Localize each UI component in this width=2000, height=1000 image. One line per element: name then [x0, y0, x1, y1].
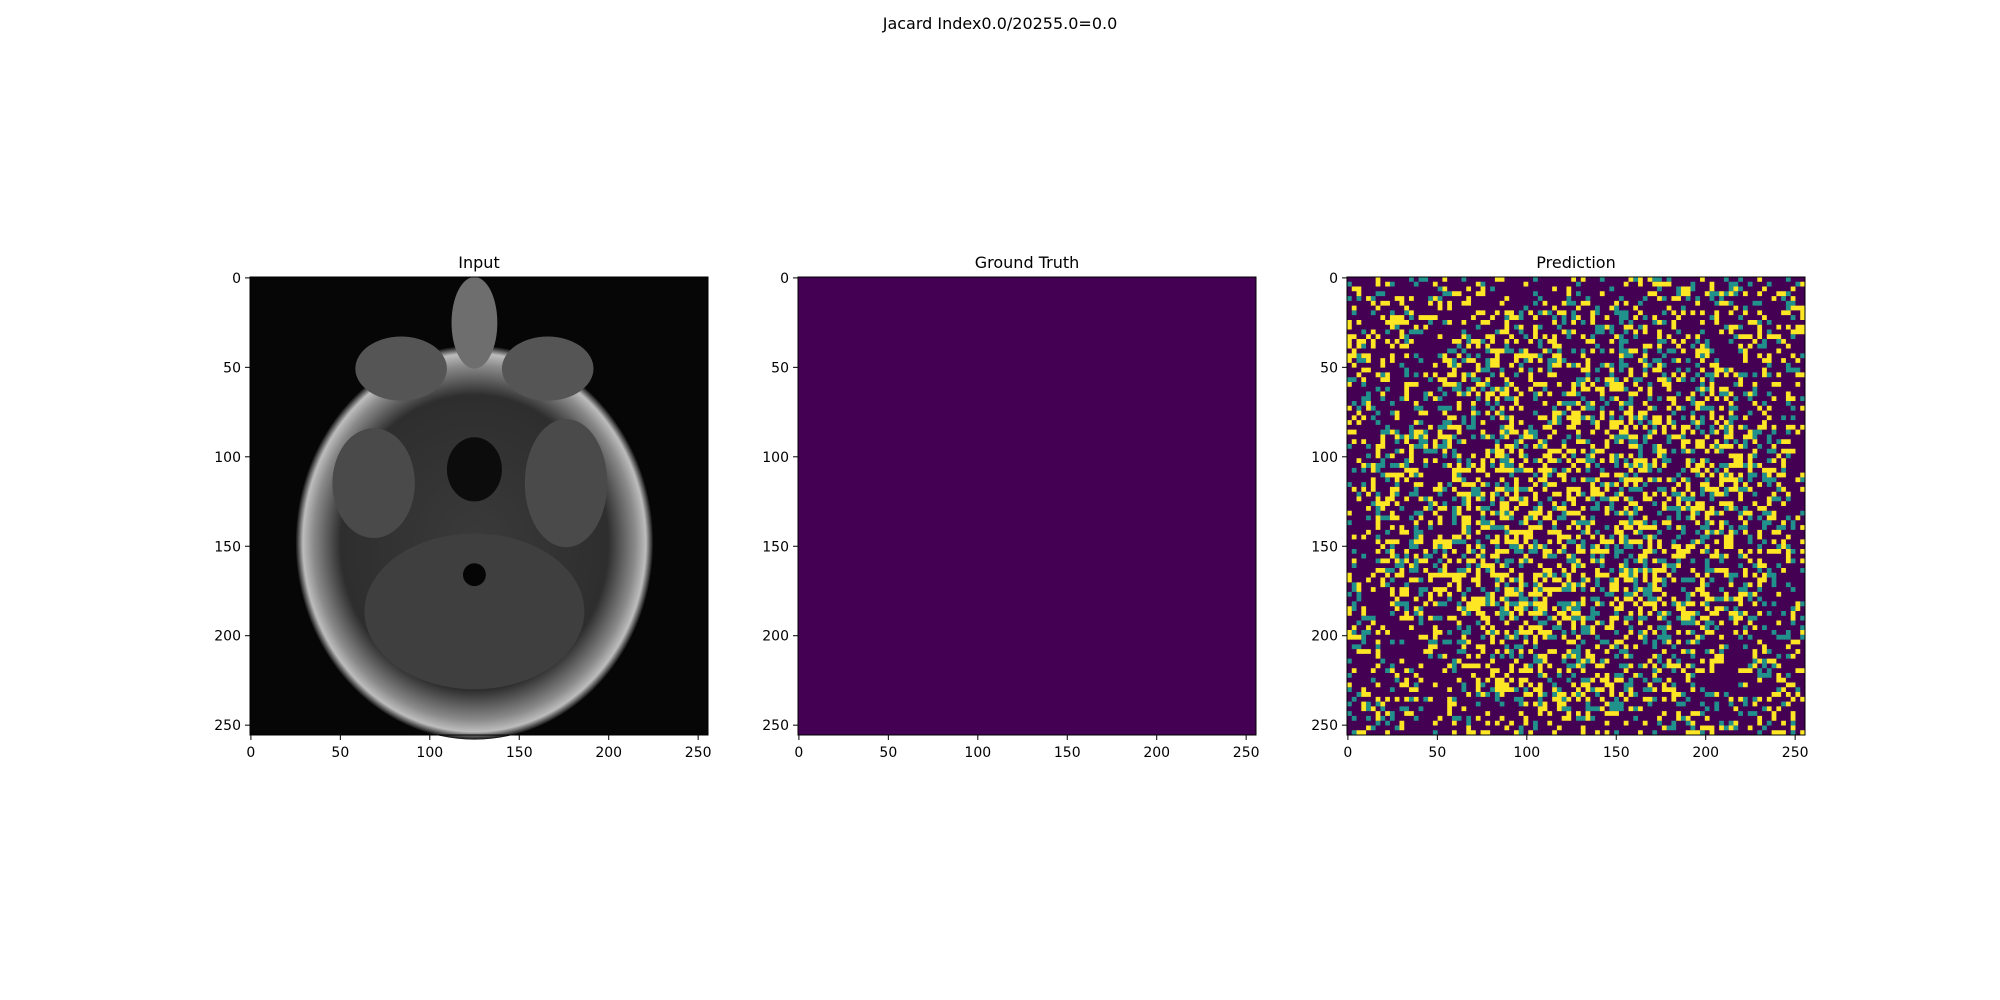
prediction-mask-pixels [1347, 277, 1805, 735]
y-tick-label: 50 [771, 360, 789, 376]
x-tick-label: 50 [331, 745, 349, 761]
x-tick-label: 0 [1343, 745, 1352, 761]
x-tick-label: 0 [246, 745, 255, 761]
y-tick-label: 50 [223, 360, 241, 376]
y-tick-label: 150 [1311, 539, 1338, 555]
x-tick-label: 200 [1692, 745, 1719, 761]
x-tick-label: 150 [506, 745, 533, 761]
panel-ground-truth: Ground Truth 0 50 100 150 200 250 0 50 100 150 200 2… [762, 253, 1259, 761]
y-tick-label: 150 [762, 539, 789, 555]
x-tick-label: 200 [1143, 745, 1170, 761]
y-tick-label: 200 [1311, 629, 1338, 645]
y-tick-label: 0 [780, 271, 789, 287]
axes-frame [1346, 276, 1806, 736]
panel-input: Input 0 50 100 150 200 250 0 50 100 150 200 250 [214, 253, 711, 761]
axes-frame [797, 276, 1257, 736]
orbit-right [501, 336, 594, 401]
fourth-ventricle [462, 563, 486, 587]
panel-title: Ground Truth [975, 253, 1080, 272]
y-tick-label: 50 [1320, 360, 1338, 376]
axes-frame [249, 276, 709, 736]
x-tick-label: 100 [416, 745, 443, 761]
panel-title: Input [458, 253, 499, 272]
prediction-high-pixels [1347, 277, 1805, 735]
x-tick-label: 50 [879, 745, 897, 761]
y-tick-label: 250 [762, 718, 789, 734]
sinus-cavity [446, 437, 502, 502]
figure-title: Jacard Index0.0/20255.0=0.0 [882, 14, 1118, 33]
x-tick-label: 250 [685, 745, 712, 761]
x-tick-label: 100 [964, 745, 991, 761]
y-tick-label: 0 [1329, 271, 1338, 287]
nasal-structure [451, 277, 498, 369]
y-tick-label: 100 [1311, 450, 1338, 466]
orbit-left [355, 336, 447, 401]
x-tick-label: 50 [1428, 745, 1446, 761]
temporal-lobe-right [524, 418, 608, 548]
temporal-lobe-left [332, 428, 415, 539]
ground-truth-mask [798, 277, 1256, 735]
x-tick-label: 250 [1233, 745, 1260, 761]
cerebellum [364, 533, 585, 690]
y-tick-label: 200 [214, 629, 241, 645]
panel-prediction: Prediction 0 50 100 150 200 250 0 50 100 150 200 250 [1311, 253, 1808, 761]
x-tick-label: 150 [1054, 745, 1081, 761]
y-tick-label: 0 [232, 271, 241, 287]
y-tick-label: 100 [214, 450, 241, 466]
y-tick-label: 150 [214, 539, 241, 555]
x-tick-label: 100 [1513, 745, 1540, 761]
panel-title: Prediction [1536, 253, 1615, 272]
y-tick-label: 250 [214, 718, 241, 734]
x-tick-label: 200 [595, 745, 622, 761]
x-tick-label: 0 [794, 745, 803, 761]
x-tick-label: 250 [1782, 745, 1809, 761]
y-tick-label: 200 [762, 629, 789, 645]
x-tick-label: 150 [1603, 745, 1630, 761]
y-tick-label: 100 [762, 450, 789, 466]
y-tick-label: 250 [1311, 718, 1338, 734]
